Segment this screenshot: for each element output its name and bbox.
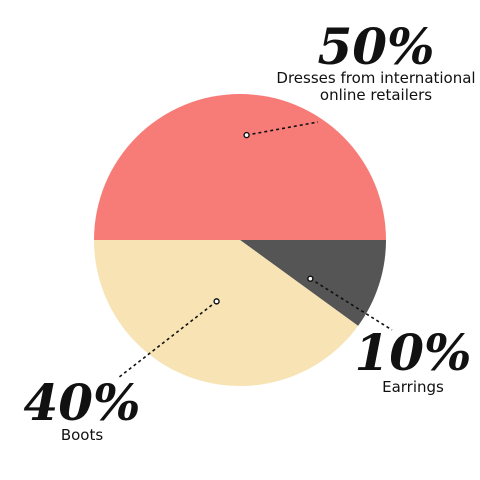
slice-value-label: 50% [317, 17, 434, 76]
leader-dot [307, 275, 314, 282]
pie-slices [94, 94, 386, 386]
slice-value-label: 40% [23, 373, 140, 432]
leader-dot [213, 298, 220, 305]
leader-line [117, 300, 218, 379]
slice-category-label: Dresses from international [276, 69, 475, 87]
leader-line [309, 278, 393, 331]
pie-slice [94, 240, 359, 386]
slice-category-label: Boots [61, 426, 104, 444]
slice-category-label: Earrings [382, 378, 444, 396]
leader-line [246, 121, 319, 136]
slice-category-label: online retailers [320, 86, 432, 104]
leader-dot [243, 131, 250, 139]
pie-slice [94, 94, 386, 240]
slice-value-label: 10% [354, 323, 471, 382]
pie-slice [240, 240, 386, 326]
